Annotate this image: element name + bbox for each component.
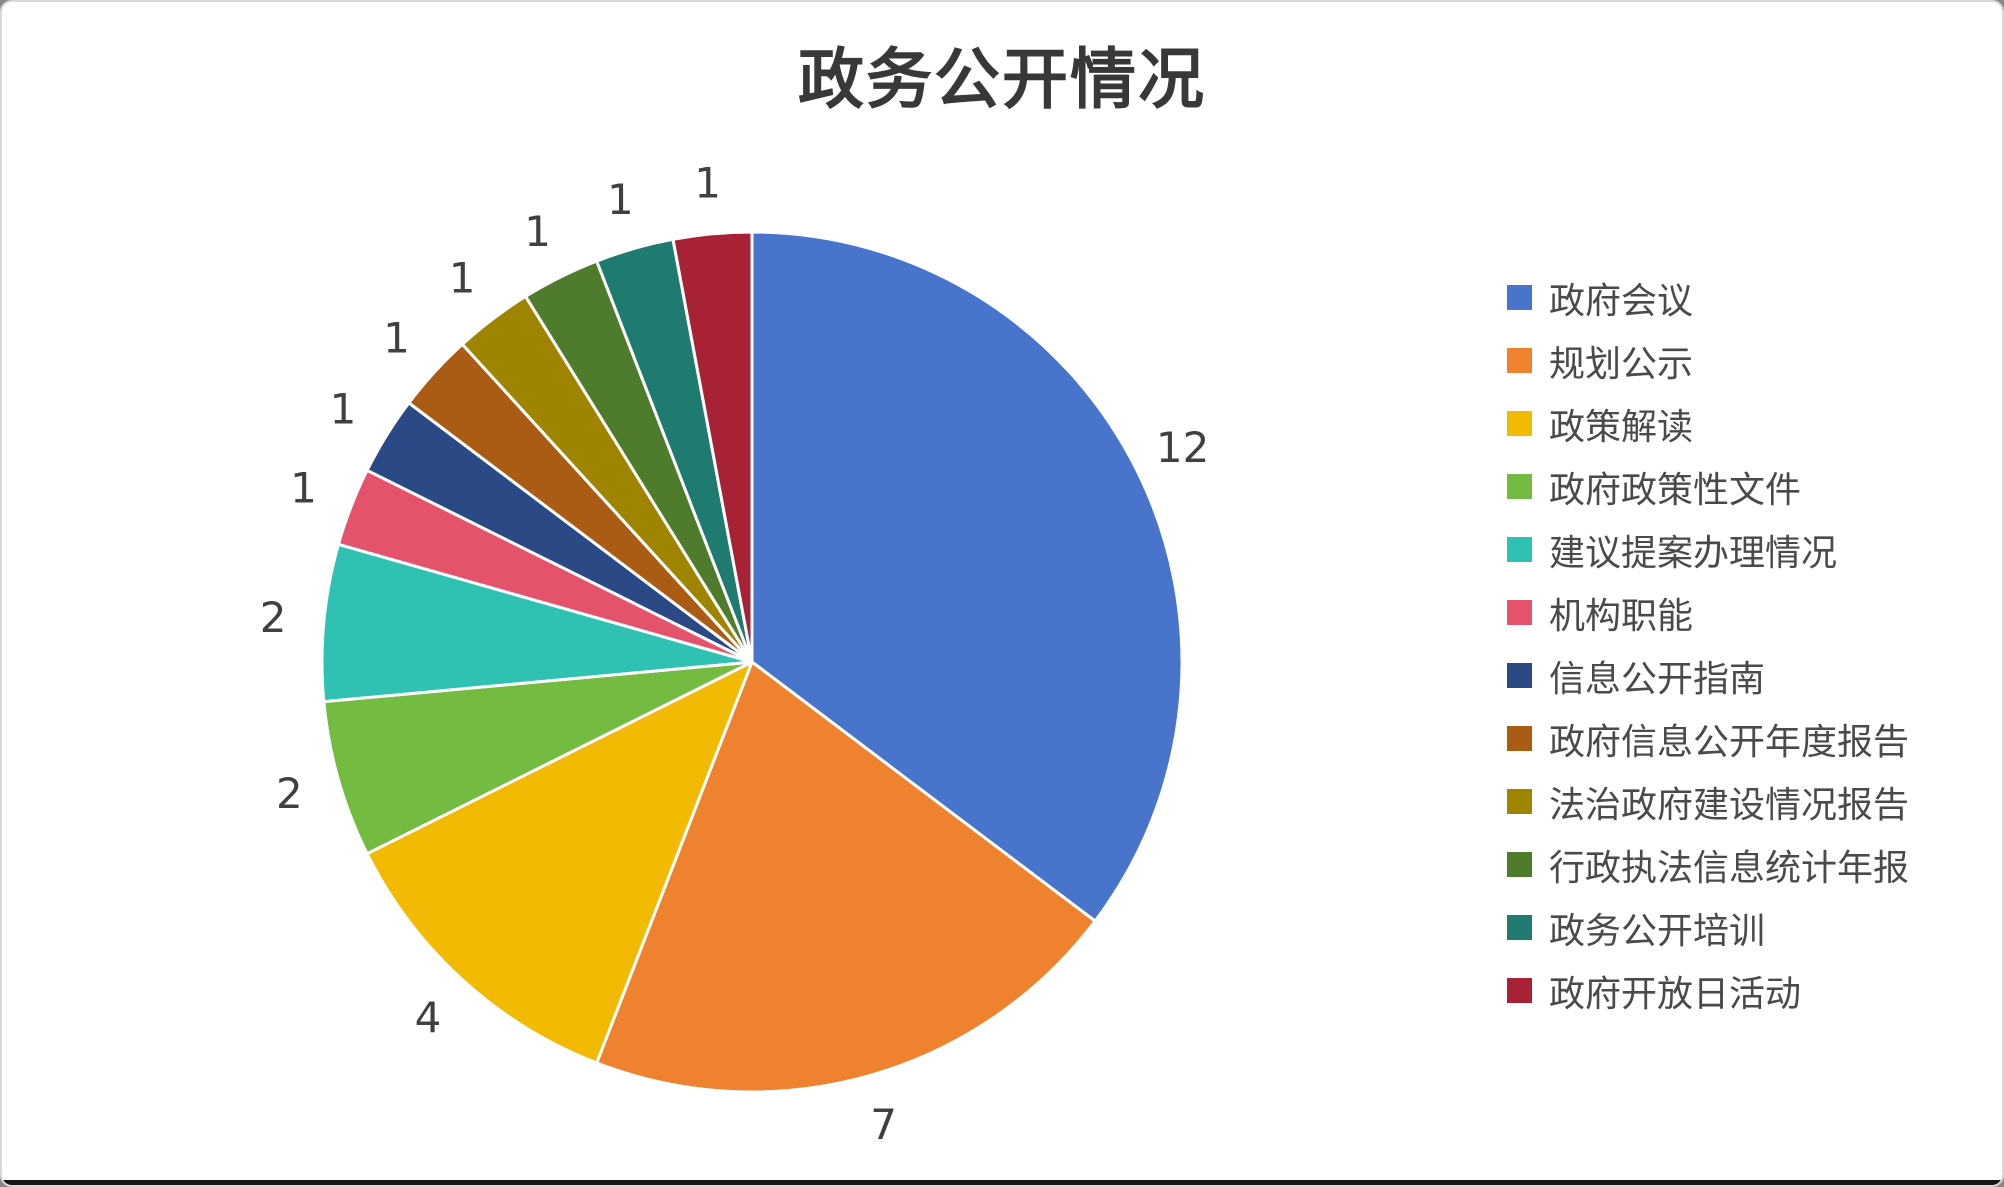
legend-item[interactable]: 政务公开培训 — [1507, 896, 1909, 959]
pie-slice-2[interactable] — [365, 660, 754, 1065]
pie-slice-4[interactable] — [320, 542, 754, 704]
legend-label: 政府信息公开年度报告 — [1549, 721, 1910, 763]
legend-label: 建议提案办理情况 — [1549, 532, 1838, 574]
legend-item[interactable]: 政府信息公开年度报告 — [1507, 707, 1909, 770]
legend-label: 信息公开指南 — [1549, 658, 1766, 700]
slice-value-label: 4 — [415, 993, 442, 1042]
legend-swatch — [1507, 474, 1532, 499]
window-bottom-edge — [2, 1180, 2002, 1185]
pie-slice-1[interactable] — [595, 660, 1097, 1094]
slice-value-label: 1 — [524, 207, 551, 256]
pie-slice-0[interactable] — [750, 230, 1184, 923]
slice-value-label: 1 — [694, 159, 721, 208]
legend-item[interactable]: 信息公开指南 — [1507, 644, 1909, 707]
legend-swatch — [1507, 915, 1532, 940]
legend-item[interactable]: 规划公示 — [1507, 329, 1909, 392]
legend-label: 政府政策性文件 — [1549, 469, 1802, 511]
legend-label: 规划公示 — [1549, 343, 1694, 385]
legend-swatch — [1507, 537, 1532, 562]
legend-item[interactable]: 政策解读 — [1507, 392, 1909, 455]
legend-label: 政府会议 — [1549, 280, 1694, 322]
legend-item[interactable]: 机构职能 — [1507, 581, 1909, 644]
legend-swatch — [1507, 663, 1532, 688]
legend-label: 法治政府建设情况报告 — [1549, 784, 1910, 826]
slice-value-label: 1 — [449, 254, 476, 303]
legend-item[interactable]: 政府政策性文件 — [1507, 455, 1909, 518]
legend-swatch — [1507, 726, 1532, 751]
legend-swatch — [1507, 978, 1532, 1003]
slice-value-label: 12 — [1156, 423, 1209, 472]
legend-swatch — [1507, 852, 1532, 877]
slice-value-label: 1 — [330, 384, 357, 433]
legend-label: 行政执法信息统计年报 — [1549, 847, 1910, 889]
pie-slice-3[interactable] — [322, 660, 754, 856]
slice-value-label: 1 — [383, 314, 410, 363]
legend-item[interactable]: 政府开放日活动 — [1507, 959, 1909, 1022]
slice-value-label: 1 — [607, 175, 634, 224]
slice-value-label: 2 — [260, 593, 287, 642]
legend-item[interactable]: 政府会议 — [1507, 266, 1909, 329]
legend-label: 政策解读 — [1549, 406, 1694, 448]
legend-label: 机构职能 — [1549, 595, 1694, 637]
legend: 政府会议规划公示政策解读政府政策性文件 建议提案办理情况 机构职能信息公开指南政府信… — [1507, 266, 1909, 1022]
legend-swatch — [1507, 411, 1532, 436]
legend-swatch — [1507, 789, 1532, 814]
legend-item[interactable]: 建议提案办理情况 — [1507, 518, 1909, 581]
slice-value-label: 7 — [870, 1100, 897, 1149]
legend-swatch — [1507, 348, 1532, 373]
legend-item[interactable]: 法治政府建设情况报告 — [1507, 770, 1909, 833]
legend-label: 政府开放日活动 — [1549, 973, 1802, 1015]
legend-label: 政务公开培训 — [1549, 910, 1766, 952]
chart-title: 政务公开情况 — [798, 40, 1206, 118]
legend-swatch — [1507, 285, 1532, 310]
slice-value-label: 1 — [290, 464, 317, 513]
pie-slice-11[interactable] — [671, 230, 754, 664]
legend-item[interactable]: 行政执法信息统计年报 — [1507, 833, 1909, 896]
slice-value-label: 2 — [276, 769, 303, 818]
legend-swatch — [1507, 600, 1532, 625]
